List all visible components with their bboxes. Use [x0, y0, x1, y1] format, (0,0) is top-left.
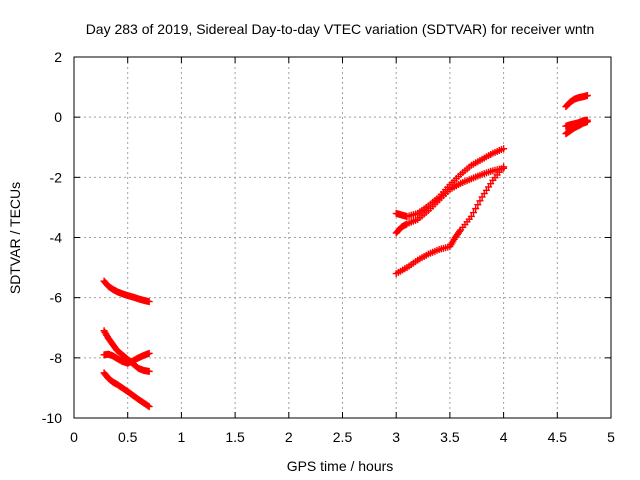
- series-track-c: [100, 349, 153, 367]
- x-tick-label: 1.5: [225, 429, 245, 445]
- data-point: [583, 92, 591, 100]
- data-point: [472, 205, 480, 213]
- x-tick-label: 1: [178, 429, 186, 445]
- x-tick-label: 2.5: [333, 429, 353, 445]
- series-track-g: [392, 163, 508, 278]
- series-track-e: [392, 145, 508, 220]
- x-tick-label: 0: [70, 429, 78, 445]
- x-tick-label: 5: [607, 429, 615, 445]
- series-track-a: [100, 277, 153, 306]
- data-point: [583, 118, 591, 126]
- series-track-h: [562, 92, 591, 111]
- data-point: [500, 145, 508, 153]
- x-axis-label: GPS time / hours: [287, 458, 394, 474]
- y-tick-label: -2: [50, 169, 63, 185]
- grid: [74, 57, 611, 418]
- y-tick-label: -8: [50, 350, 63, 366]
- y-tick-label: -4: [50, 230, 63, 246]
- data-point: [145, 298, 153, 306]
- data-series: [100, 92, 591, 411]
- x-tick-label: 3.5: [440, 429, 460, 445]
- data-point: [144, 402, 152, 410]
- data-point: [456, 227, 464, 235]
- x-tick-label: 4: [500, 429, 508, 445]
- data-point: [145, 403, 153, 411]
- y-tick-label: 0: [54, 109, 62, 125]
- x-tick-label: 3: [392, 429, 400, 445]
- data-point: [470, 209, 478, 217]
- axis-ticks: 0 0.5 1 1.5 2 2.5 3 3.5 4 4.5 5 -10 -8 -6 -4 -2 0 2: [42, 49, 615, 445]
- series-track-d: [100, 369, 153, 411]
- data-point: [476, 197, 484, 205]
- x-tick-label: 0.5: [118, 429, 138, 445]
- x-tick-label: 4.5: [548, 429, 568, 445]
- y-axis-label: SDTVAR / TECUs: [7, 182, 23, 294]
- y-tick-label: 2: [54, 49, 62, 65]
- x-tick-label: 2: [285, 429, 293, 445]
- series-track-j: [562, 118, 591, 138]
- data-point: [145, 349, 153, 357]
- y-tick-label: -10: [42, 410, 62, 426]
- data-point: [467, 212, 475, 220]
- y-tick-label: -6: [50, 290, 63, 306]
- data-point: [145, 367, 153, 375]
- data-point: [474, 201, 482, 209]
- series-track-f: [392, 164, 508, 237]
- data-point: [500, 163, 508, 171]
- chart-title: Day 283 of 2019, Sidereal Day-to-day VTE…: [86, 21, 595, 37]
